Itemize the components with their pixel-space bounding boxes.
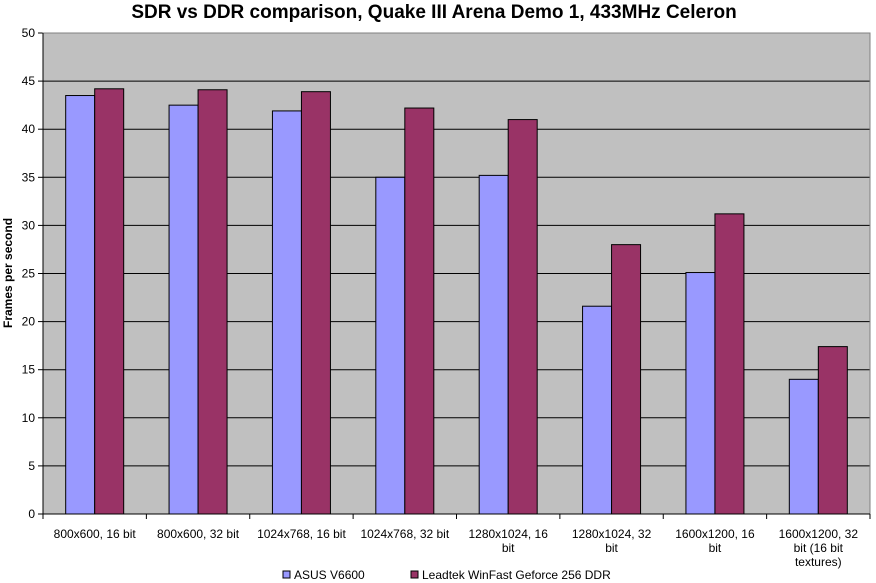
bar (94, 88, 125, 515)
bar (271, 110, 302, 515)
bar (404, 107, 435, 515)
x-tick-label: 1600x1200, 32 (779, 527, 859, 541)
legend-swatch (282, 570, 291, 579)
bar (168, 104, 199, 515)
bar (817, 346, 848, 515)
y-tick-label: 50 (22, 26, 36, 40)
x-tick-labels: 800x600, 16 bit 800x600, 32 bit 1024x768, … (54, 527, 859, 569)
x-tick-label: 800x600, 32 bit (157, 527, 240, 541)
x-tick-label: bit (16 bit (794, 541, 844, 555)
bar (375, 176, 406, 515)
y-tick-labels: 0 5 10 15 20 25 30 35 40 45 50 (22, 26, 36, 521)
y-tick-label: 20 (22, 315, 36, 329)
y-axis-label: Frames per second (1, 218, 15, 328)
x-tick-label: 1600x1200, 16 (675, 527, 755, 541)
bar (788, 378, 819, 515)
y-tick-label: 10 (22, 411, 36, 425)
x-tick-label: bit (605, 541, 618, 555)
bar (611, 244, 642, 515)
chart-title: SDR vs DDR comparison, Quake III Arena D… (131, 2, 736, 23)
y-tick-label: 45 (22, 74, 36, 88)
legend-swatch (410, 570, 419, 579)
bar (507, 119, 538, 515)
bars (65, 88, 848, 515)
x-tick-label: bit (502, 541, 515, 555)
legend: ASUS V6600 Leadtek WinFast Geforce 256 DD… (282, 568, 611, 582)
legend-label: ASUS V6600 (294, 568, 365, 582)
bar (300, 91, 331, 515)
x-tick-label: bit (709, 541, 722, 555)
x-tick-label: 1024x768, 32 bit (360, 527, 449, 541)
axes (38, 32, 871, 519)
y-tick-label: 30 (22, 218, 36, 232)
y-tick-label: 5 (28, 459, 35, 473)
y-tick-label: 25 (22, 267, 36, 281)
x-tick-label: 1280x1024, 32 (572, 527, 652, 541)
legend-label: Leadtek WinFast Geforce 256 DDR (422, 568, 611, 582)
y-tick-label: 35 (22, 170, 36, 184)
bar (478, 174, 509, 515)
bar (197, 89, 228, 515)
y-tick-label: 40 (22, 122, 36, 136)
x-tick-label: 1280x1024, 16 (468, 527, 548, 541)
x-tick-label: textures) (795, 555, 842, 569)
bar (685, 272, 716, 515)
bar (714, 213, 745, 515)
x-tick-label: 1024x768, 16 bit (257, 527, 346, 541)
bar (65, 95, 96, 515)
bar (582, 305, 613, 515)
y-tick-label: 0 (28, 507, 35, 521)
x-tick-label: 800x600, 16 bit (54, 527, 137, 541)
y-tick-label: 15 (22, 363, 36, 377)
